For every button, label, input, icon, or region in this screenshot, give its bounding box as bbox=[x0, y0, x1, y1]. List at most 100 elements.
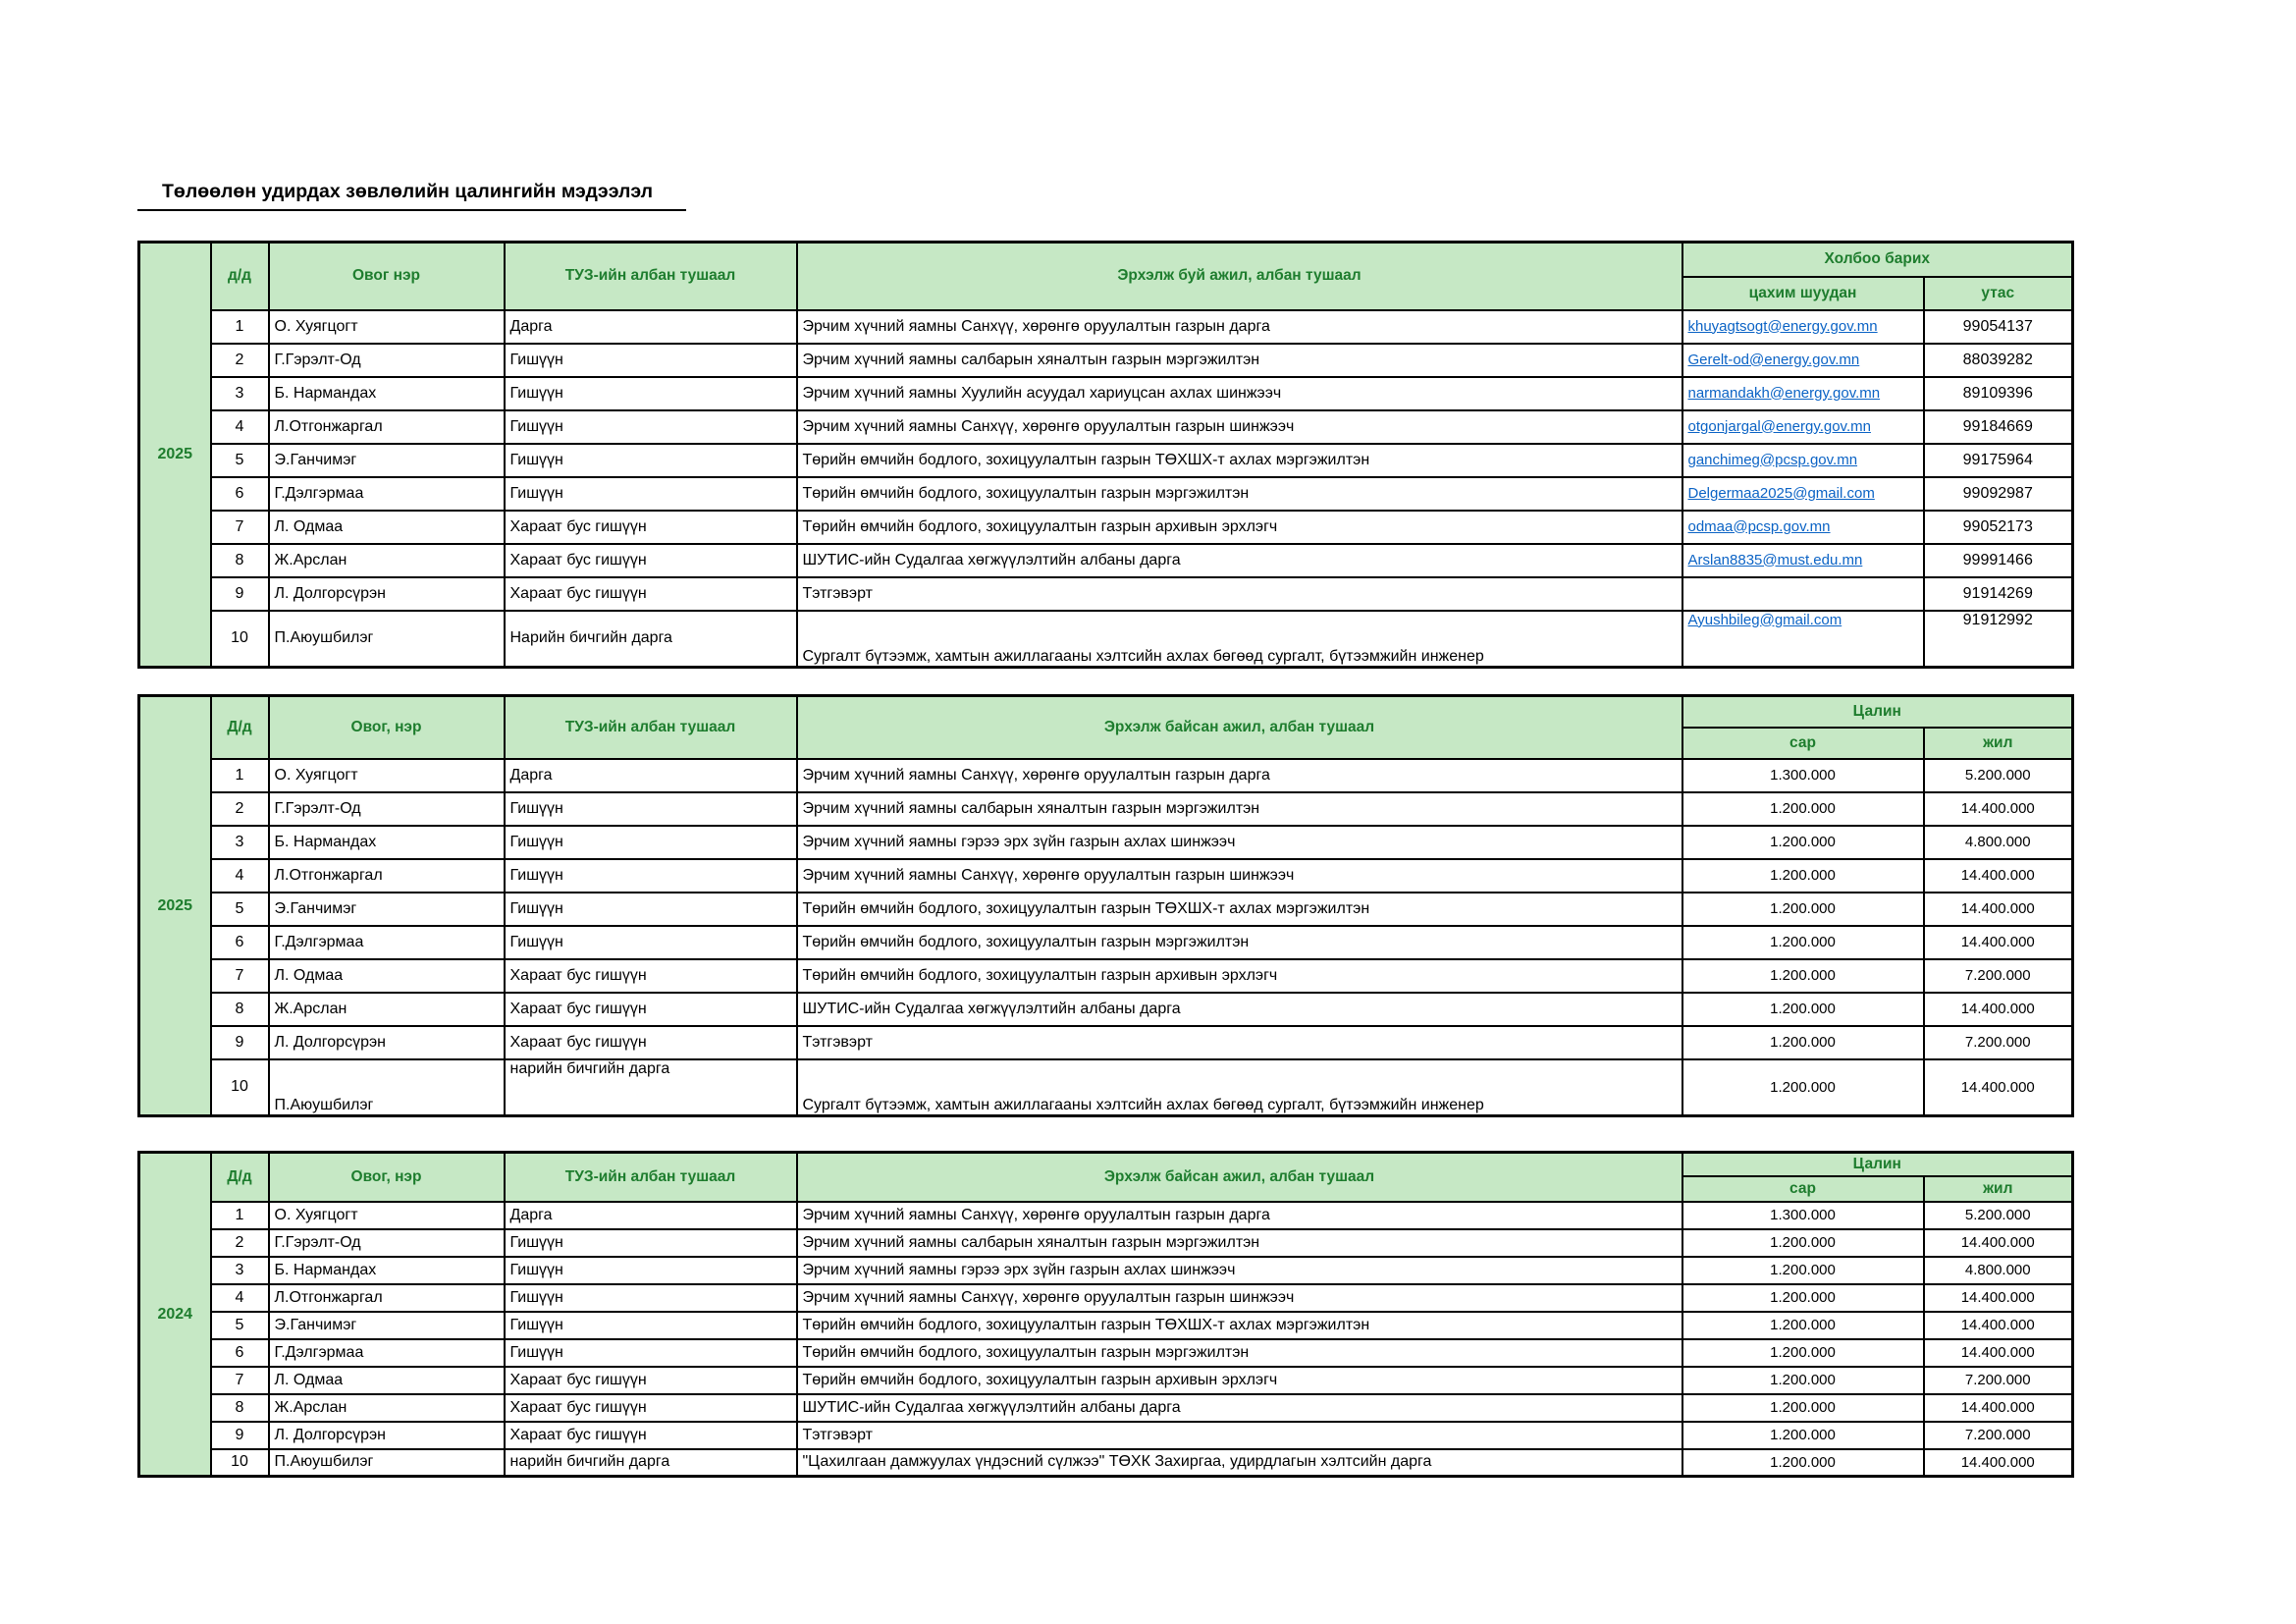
cell-index: 4 bbox=[209, 408, 270, 445]
cell-position: Хараат бус гишүүн bbox=[503, 575, 798, 612]
header-row: 2025 д/д Овог нэр ТУЗ-ийн албан тушаал Эрхэл… bbox=[137, 241, 2074, 669]
cell-name: Л. Одмаа bbox=[267, 1365, 506, 1395]
cell-email: Ayushbileg@gmail.com bbox=[1681, 609, 1925, 669]
cell-salary-year: 4.800.000 bbox=[1922, 824, 2074, 860]
table-row: 1 О. Хуягцогт Дарга Эрчим хүчний яамны Санх… bbox=[139, 757, 2074, 793]
table-salary-2024: 2024 Д/д Овог, нэр ТУЗ-ийн албан тушаал Эрхэ… bbox=[137, 1151, 2074, 1478]
cell-job: Төрийн өмчийн бодлого, зохицуулалтын газ… bbox=[795, 509, 1683, 545]
cell-name: Э.Ганчимэг bbox=[267, 891, 506, 927]
cell-salary-year: 7.200.000 bbox=[1922, 1420, 2074, 1450]
cell-position: Дарга bbox=[503, 1200, 798, 1230]
cell-position: Хараат бус гишүүн bbox=[503, 957, 798, 994]
cell-job: Эрчим хүчний яамны Санхүү, хөрөнгө оруул… bbox=[795, 757, 1683, 793]
cell-salary-year: 4.800.000 bbox=[1922, 1255, 2074, 1285]
table-row: 8 Ж.Арслан Хараат бус гишүүн ШУТИС-ийн Суда… bbox=[139, 542, 2074, 578]
cell-phone: 99184669 bbox=[1922, 408, 2074, 445]
cell-salary-year: 14.400.000 bbox=[1922, 1447, 2074, 1478]
email-link[interactable]: Ayushbileg@gmail.com bbox=[1687, 611, 1842, 628]
cell-salary-month: 1.200.000 bbox=[1681, 991, 1925, 1027]
cell-index: 5 bbox=[209, 891, 270, 927]
cell-job: Эрчим хүчний яамны салбарын хяналтын газ… bbox=[795, 790, 1683, 827]
cell-position: Гишүүн bbox=[503, 824, 798, 860]
cell-salary-month: 1.200.000 bbox=[1681, 1227, 1925, 1258]
cell-index: 7 bbox=[209, 1365, 270, 1395]
cell-index: 6 bbox=[209, 475, 270, 512]
cell-job: Эрчим хүчний яамны Санхүү, хөрөнгө оруул… bbox=[795, 308, 1683, 345]
cell-index: 3 bbox=[209, 1255, 270, 1285]
cell-phone: 91912992 bbox=[1922, 609, 2074, 669]
cell-index: 4 bbox=[209, 857, 270, 893]
email-link[interactable]: otgonjargal@energy.gov.mn bbox=[1687, 417, 1871, 435]
subheader-col1: сар bbox=[1681, 1174, 1925, 1203]
cell-salary-year: 14.400.000 bbox=[1922, 1227, 2074, 1258]
cell-position: Хараат бус гишүүн bbox=[503, 991, 798, 1027]
cell-job: ШУТИС-ийн Судалгаа хөгжүүлэлтийн албаны … bbox=[795, 1392, 1683, 1423]
header-index: Д/д bbox=[209, 1151, 270, 1203]
cell-position: Гишүүн bbox=[503, 1310, 798, 1340]
cell-index: 1 bbox=[209, 308, 270, 345]
cell-salary-month: 1.200.000 bbox=[1681, 957, 1925, 994]
email-link[interactable]: Gerelt-od@energy.gov.mn bbox=[1687, 351, 1860, 368]
cell-position: Хараат бус гишүүн bbox=[503, 509, 798, 545]
cell-index: 6 bbox=[209, 1337, 270, 1368]
cell-index: 2 bbox=[209, 342, 270, 378]
cell-job: Төрийн өмчийн бодлого, зохицуулалтын газ… bbox=[795, 1365, 1683, 1395]
cell-position: Хараат бус гишүүн bbox=[503, 1365, 798, 1395]
table-row: 6 Г.Дэлгэрмаа Гишүүн Төрийн өмчийн бодлого,… bbox=[139, 1337, 2074, 1368]
cell-position: Гишүүн bbox=[503, 857, 798, 893]
subheader-col2: утас bbox=[1922, 275, 2074, 311]
table-row: 3 Б. Нармандах Гишүүн Эрчим хүчний яамны гэ… bbox=[139, 1255, 2074, 1285]
cell-name: Г.Гэрэлт-Од bbox=[267, 790, 506, 827]
cell-position: Гишүүн bbox=[503, 408, 798, 445]
table-row: 7 Л. Одмаа Хараат бус гишүүн Төрийн өмчийн … bbox=[139, 957, 2074, 994]
cell-job: Эрчим хүчний яамны Хуулийн асуудал хариу… bbox=[795, 375, 1683, 411]
email-link[interactable]: narmandakh@energy.gov.mn bbox=[1687, 384, 1881, 402]
email-link[interactable]: odmaa@pcsp.gov.mn bbox=[1687, 517, 1831, 535]
cell-name: Э.Ганчимэг bbox=[267, 1310, 506, 1340]
cell-position: Хараат бус гишүүн bbox=[503, 1392, 798, 1423]
cell-index: 5 bbox=[209, 442, 270, 478]
header-position: ТУЗ-ийн албан тушаал bbox=[503, 1151, 798, 1203]
cell-name: Ж.Арслан bbox=[267, 542, 506, 578]
cell-job: Сургалт бүтээмж, хамтын ажиллагааны хэлт… bbox=[795, 1057, 1683, 1117]
email-link[interactable]: Arslan8835@must.edu.mn bbox=[1687, 551, 1863, 568]
subheader-col1: сар bbox=[1681, 726, 1925, 760]
cell-job: "Цахилгаан дамжуулах үндэсний сүлжээ" ТӨ… bbox=[795, 1447, 1683, 1478]
cell-phone: 89109396 bbox=[1922, 375, 2074, 411]
email-link[interactable]: Delgermaa2025@gmail.com bbox=[1687, 484, 1875, 502]
cell-salary-month: 1.300.000 bbox=[1681, 757, 1925, 793]
cell-phone: 99092987 bbox=[1922, 475, 2074, 512]
cell-name: Б. Нармандах bbox=[267, 824, 506, 860]
header-position: ТУЗ-ийн албан тушаал bbox=[503, 241, 798, 311]
cell-job: Эрчим хүчний яамны салбарын хяналтын газ… bbox=[795, 1227, 1683, 1258]
table-row: 6 Г.Дэлгэрмаа Гишүүн Төрийн өмчийн бодлого,… bbox=[139, 924, 2074, 960]
year-cell: 2025 bbox=[137, 241, 212, 669]
cell-position: Гишүүн bbox=[503, 375, 798, 411]
email-link[interactable]: ganchimeg@pcsp.gov.mn bbox=[1687, 451, 1858, 468]
cell-position: Гишүүн bbox=[503, 475, 798, 512]
cell-job: Төрийн өмчийн бодлого, зохицуулалтын газ… bbox=[795, 924, 1683, 960]
cell-phone: 99052173 bbox=[1922, 509, 2074, 545]
cell-salary-month: 1.200.000 bbox=[1681, 891, 1925, 927]
cell-name: Л. Долгорсүрэн bbox=[267, 1024, 506, 1060]
cell-name: Л.Отгонжаргал bbox=[267, 857, 506, 893]
cell-name: Г.Дэлгэрмаа bbox=[267, 475, 506, 512]
table-row: 4 Л.Отгонжаргал Гишүүн Эрчим хүчний яамны С… bbox=[139, 408, 2074, 445]
cell-email: Delgermaa2025@gmail.com bbox=[1681, 475, 1925, 512]
cell-job: Төрийн өмчийн бодлого, зохицуулалтын газ… bbox=[795, 891, 1683, 927]
cell-position: Хараат бус гишүүн bbox=[503, 542, 798, 578]
cell-job: ШУТИС-ийн Судалгаа хөгжүүлэлтийн албаны … bbox=[795, 991, 1683, 1027]
header-name: Овог, нэр bbox=[267, 1151, 506, 1203]
cell-salary-year: 5.200.000 bbox=[1922, 1200, 2074, 1230]
cell-salary-year: 14.400.000 bbox=[1922, 857, 2074, 893]
table-row: 3 Б. Нармандах Гишүүн Эрчим хүчний яамны гэ… bbox=[139, 824, 2074, 860]
cell-job: Эрчим хүчний яамны Санхүү, хөрөнгө оруул… bbox=[795, 1282, 1683, 1313]
header-row: 2025 Д/д Овог, нэр ТУЗ-ийн албан тушаал Эрхэ… bbox=[137, 694, 2074, 1117]
table-row: 10 П.Аюушбилэг Нарийн бичгийн дарга Сургалт… bbox=[139, 609, 2074, 669]
email-link[interactable]: khuyagtsogt@energy.gov.mn bbox=[1687, 317, 1878, 335]
table-row: 5 Э.Ганчимэг Гишүүн Төрийн өмчийн бодлого, … bbox=[139, 442, 2074, 478]
cell-salary-month: 1.200.000 bbox=[1681, 1255, 1925, 1285]
header-name: Овог нэр bbox=[267, 241, 506, 311]
cell-index: 8 bbox=[209, 1392, 270, 1423]
cell-phone: 88039282 bbox=[1922, 342, 2074, 378]
